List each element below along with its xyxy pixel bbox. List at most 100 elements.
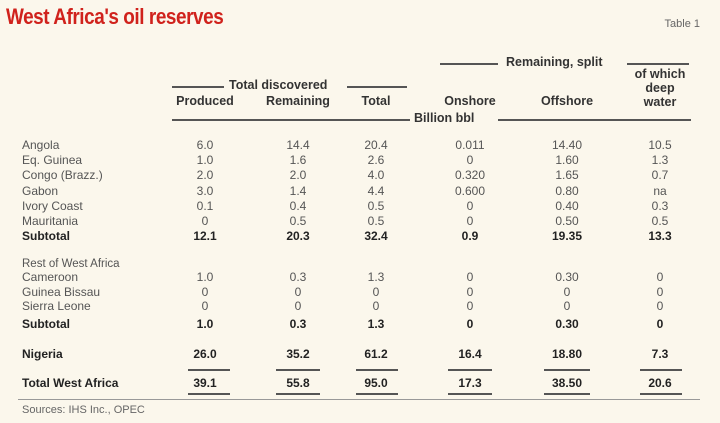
table-row: Sierra Leone 0 0 0 0 0 0 xyxy=(0,300,720,312)
cell-total: 95.0 xyxy=(364,376,388,390)
unit-label: Billion bbl xyxy=(414,111,475,125)
cell-remaining: 55.8 xyxy=(286,376,310,390)
cell-offshore: 38.50 xyxy=(551,376,583,390)
cell-remaining: 0.3 xyxy=(289,317,307,331)
cell-produced: 12.1 xyxy=(193,229,217,243)
cell-total: 4.4 xyxy=(367,183,385,198)
cell-deep-water: 0.7 xyxy=(651,168,669,183)
deep-water-line-3: water xyxy=(643,95,677,109)
table-row: Gabon 3.0 1.4 4.4 0.600 0.80 na xyxy=(0,185,720,197)
total-rule-top-total xyxy=(356,369,398,371)
cell-total: 0 xyxy=(372,284,380,299)
total-row: Total West Africa 39.1 55.8 95.0 17.3 38… xyxy=(0,377,720,389)
cell-deep-water: 20.6 xyxy=(648,376,672,390)
cell-onshore: 0.320 xyxy=(454,168,486,183)
cell-total: 1.3 xyxy=(367,270,385,284)
row-label: Angola xyxy=(22,138,60,152)
cell-offshore: 14.40 xyxy=(551,138,583,152)
unit-rule-left xyxy=(172,119,410,121)
row-label: Subtotal xyxy=(22,317,70,331)
cell-total: 2.6 xyxy=(367,153,385,168)
total-rule-bottom-remaining xyxy=(276,393,320,395)
cell-deep-water: 0 xyxy=(656,270,664,284)
total-discovered-rule-right xyxy=(347,86,407,88)
remaining-split-header: Remaining, split xyxy=(506,55,603,69)
row-label: Subtotal xyxy=(22,229,70,243)
cell-onshore: 0 xyxy=(466,284,474,299)
table-row: Congo (Brazz.) 2.0 2.0 4.0 0.320 1.65 0.7 xyxy=(0,169,720,181)
cell-produced: 0 xyxy=(201,284,209,299)
cell-produced: 39.1 xyxy=(193,376,217,390)
subtotal-row-1: Subtotal 12.1 20.3 32.4 0.9 19.35 13.3 xyxy=(0,230,720,242)
cell-total: 0.5 xyxy=(367,214,385,228)
cell-total: 0 xyxy=(372,299,380,313)
row-label: Guinea Bissau xyxy=(22,284,101,299)
cell-remaining: 14.4 xyxy=(286,138,310,152)
cell-deep-water: 1.3 xyxy=(651,153,669,168)
cell-deep-water: 13.3 xyxy=(648,229,672,243)
cell-total: 1.3 xyxy=(367,317,385,331)
total-rule-top-deep xyxy=(640,369,682,371)
cell-remaining: 1.6 xyxy=(289,153,307,168)
cell-total: 61.2 xyxy=(364,347,388,361)
cell-onshore: 0 xyxy=(466,317,474,331)
total-rule-top-produced xyxy=(188,369,230,371)
cell-produced: 0.1 xyxy=(196,198,214,213)
row-label: Eq. Guinea xyxy=(22,153,83,168)
total-rule-bottom-deep xyxy=(640,393,682,395)
col-remaining: Remaining xyxy=(266,94,330,108)
nigeria-row: Nigeria 26.0 35.2 61.2 16.4 18.80 7.3 xyxy=(0,348,720,360)
cell-offshore: 0.30 xyxy=(555,317,579,331)
table-row: Eq. Guinea 1.0 1.6 2.6 0 1.60 1.3 xyxy=(0,154,720,166)
cell-onshore: 16.4 xyxy=(458,347,482,361)
table-row: Guinea Bissau 0 0 0 0 0 0 xyxy=(0,286,720,298)
cell-produced: 1.0 xyxy=(196,153,214,168)
cell-total: 20.4 xyxy=(364,138,388,152)
table-number: Table 1 xyxy=(664,18,700,30)
cell-remaining: 0.3 xyxy=(289,270,307,284)
cell-remaining: 1.4 xyxy=(289,183,307,198)
cell-produced: 1.0 xyxy=(196,270,214,284)
cell-produced: 2.0 xyxy=(196,168,214,183)
cell-onshore: 0.600 xyxy=(454,183,486,198)
table-row: Cameroon 1.0 0.3 1.3 0 0.30 0 xyxy=(0,271,720,283)
row-label: Gabon xyxy=(22,183,59,198)
cell-onshore: 0 xyxy=(466,214,474,228)
cell-total: 4.0 xyxy=(367,168,385,183)
col-total: Total xyxy=(361,94,391,108)
cell-offshore: 0 xyxy=(563,299,571,313)
table-row: Ivory Coast 0.1 0.4 0.5 0 0.40 0.3 xyxy=(0,200,720,212)
cell-offshore: 18.80 xyxy=(551,347,583,361)
col-onshore: Onshore xyxy=(444,94,496,108)
total-discovered-rule-left xyxy=(172,86,224,88)
table-row: Angola 6.0 14.4 20.4 0.011 14.40 10.5 xyxy=(0,139,720,151)
table-title: West Africa's oil reserves xyxy=(6,4,224,29)
row-label: Mauritania xyxy=(22,214,79,228)
row-label: Nigeria xyxy=(22,347,63,361)
subtotal-row-2: Subtotal 1.0 0.3 1.3 0 0.30 0 xyxy=(0,318,720,330)
row-label: Congo (Brazz.) xyxy=(22,168,103,183)
cell-produced: 1.0 xyxy=(196,317,214,331)
cell-deep-water: 0.5 xyxy=(651,214,669,228)
total-rule-bottom-produced xyxy=(188,393,230,395)
total-rule-top-onshore xyxy=(448,369,492,371)
cell-offshore: 0.50 xyxy=(555,214,579,228)
deep-water-header: of which deep water xyxy=(620,67,700,109)
remaining-split-rule-right xyxy=(627,63,689,65)
cell-remaining: 2.0 xyxy=(289,168,307,183)
cell-offshore: 0.40 xyxy=(555,198,579,213)
cell-produced: 0 xyxy=(201,214,209,228)
cell-remaining: 0.4 xyxy=(289,198,307,213)
cell-total: 0.5 xyxy=(367,198,385,213)
row-label: Ivory Coast xyxy=(22,198,83,213)
cell-offshore: 0.30 xyxy=(555,270,579,284)
cell-onshore: 17.3 xyxy=(458,376,482,390)
cell-deep-water: 0 xyxy=(656,284,664,299)
cell-offshore: 1.65 xyxy=(555,168,579,183)
col-produced: Produced xyxy=(176,94,234,108)
row-label: Cameroon xyxy=(22,270,79,284)
footer-rule xyxy=(18,399,700,400)
cell-offshore: 0 xyxy=(563,284,571,299)
cell-produced: 6.0 xyxy=(196,138,214,152)
cell-offshore: 0.80 xyxy=(555,183,579,198)
